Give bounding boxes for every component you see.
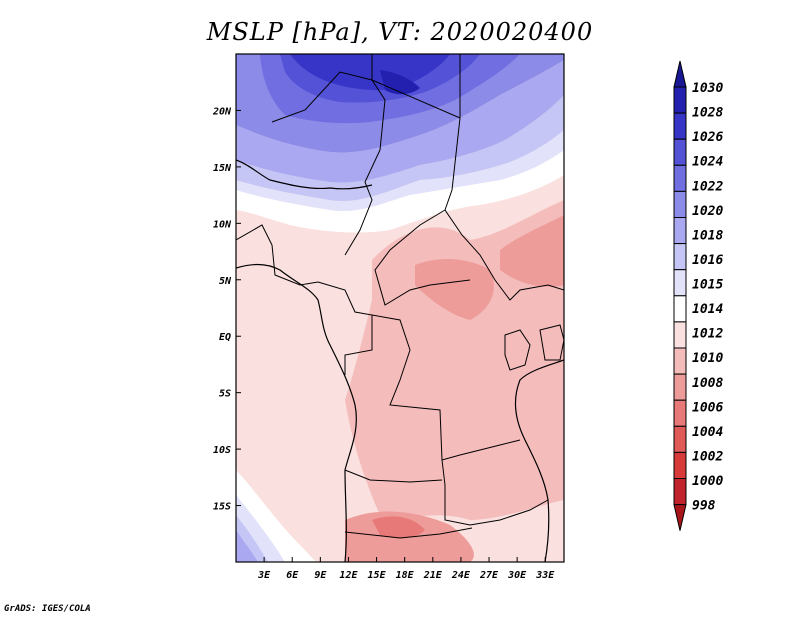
y-tick-label: 5N bbox=[219, 276, 232, 287]
colorbar-label: 998 bbox=[692, 499, 716, 514]
x-tick-label: 21E bbox=[423, 570, 443, 581]
y-tick-label: 15N bbox=[213, 163, 232, 174]
colorbar-label: 1012 bbox=[692, 327, 723, 342]
colorbar-box bbox=[673, 399, 687, 427]
colorbar-box bbox=[673, 164, 687, 192]
colorbar-box bbox=[673, 347, 687, 375]
colorbar-label: 1010 bbox=[692, 351, 723, 366]
colorbar-label: 1030 bbox=[692, 81, 723, 96]
y-tick-label: 20N bbox=[212, 106, 232, 117]
colorbar-box bbox=[673, 425, 687, 453]
x-tick-label: 9E bbox=[314, 570, 327, 581]
x-tick-label: 6E bbox=[286, 570, 299, 581]
footer-credit: GrADS: IGES/COLA bbox=[4, 604, 91, 614]
colorbar-label: 1020 bbox=[692, 204, 723, 219]
x-tick-label: 3E bbox=[257, 570, 271, 581]
y-tick-label: 10N bbox=[213, 219, 232, 230]
colorbar-label: 1002 bbox=[692, 449, 723, 464]
colorbar-label: 1024 bbox=[692, 155, 723, 170]
colorbar-box bbox=[673, 373, 687, 401]
y-axis: 20N 15N 10N 5N EQ 5S 10S 15S bbox=[212, 106, 241, 513]
y-tick-label: EQ bbox=[219, 332, 231, 343]
x-tick-label: 12E bbox=[339, 570, 358, 581]
colorbar-label: 1016 bbox=[692, 253, 723, 268]
colorbar-arrow-top bbox=[673, 60, 687, 88]
colorbar-label: 1014 bbox=[692, 302, 723, 317]
colorbar-label: 1022 bbox=[692, 179, 723, 194]
colorbar-label: 1026 bbox=[692, 130, 723, 145]
colorbar-box bbox=[673, 451, 687, 479]
colorbar-arrow-bottom bbox=[673, 504, 687, 531]
colorbar-box bbox=[673, 478, 687, 506]
x-tick-label: 33E bbox=[535, 570, 555, 581]
colorbar-label: 1000 bbox=[692, 474, 723, 489]
borders bbox=[236, 54, 564, 539]
colorbar-box bbox=[673, 217, 687, 245]
colorbar-box bbox=[673, 269, 687, 297]
colorbar-box bbox=[673, 321, 687, 349]
colorbar-label: 1018 bbox=[692, 228, 723, 243]
x-tick-label: 27E bbox=[479, 570, 499, 581]
colorbar-label: 1028 bbox=[692, 106, 723, 121]
colorbar-box bbox=[673, 138, 687, 166]
pressure-field bbox=[236, 54, 564, 562]
y-tick-label: 15S bbox=[213, 502, 231, 513]
colorbar-box bbox=[673, 295, 687, 323]
colorbar-box bbox=[673, 243, 687, 271]
colorbar-box bbox=[673, 190, 687, 218]
colorbar-box bbox=[673, 112, 687, 140]
colorbar-label: 1008 bbox=[692, 376, 723, 391]
x-tick-label: 18E bbox=[396, 570, 415, 581]
colorbar-box bbox=[673, 86, 687, 114]
x-tick-label: 30E bbox=[507, 570, 527, 581]
colorbar: 1030 1028 1026 1024 1022 1020 1018 1016 1015 1014… bbox=[673, 60, 723, 531]
map-frame bbox=[235, 53, 565, 563]
coastlines bbox=[236, 159, 564, 562]
colorbar-label: 1006 bbox=[692, 400, 723, 415]
map-title: MSLP [hPa], VT: 2020020400 bbox=[206, 18, 594, 46]
y-tick-label: 5S bbox=[219, 389, 231, 400]
colorbar-label: 1004 bbox=[692, 425, 723, 440]
x-tick-label: 24E bbox=[451, 570, 471, 581]
colorbar-label: 1015 bbox=[692, 278, 723, 293]
y-tick-label: 10S bbox=[213, 445, 231, 456]
x-axis: 3E 6E 9E 12E 15E 18E 21E 24E 27E 30E 33E bbox=[257, 557, 555, 581]
x-tick-label: 15E bbox=[368, 570, 387, 581]
